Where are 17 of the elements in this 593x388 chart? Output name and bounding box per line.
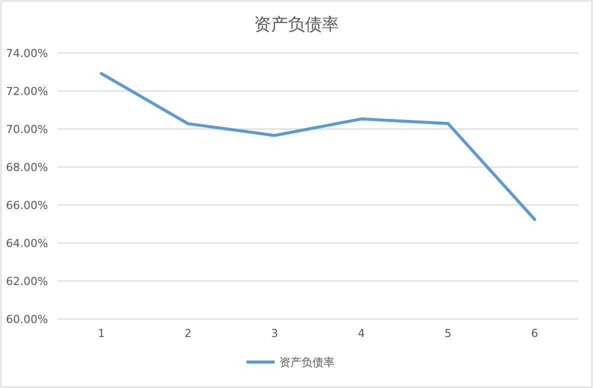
y-tick-label: 64.00% [6,237,48,250]
y-tick-label: 74.00% [6,47,48,60]
chart-title: 资产负债率 [254,15,339,35]
y-tick-label: 70.00% [6,123,48,136]
x-tick-label: 6 [531,327,538,340]
x-tick-label: 2 [184,327,192,340]
x-tick-label: 5 [444,327,452,340]
line-series [100,72,536,221]
x-tick-label: 3 [271,327,278,340]
y-tick-label: 68.00% [6,161,48,174]
y-tick-label: 60.00% [6,313,48,326]
y-tick-label: 72.00% [6,85,48,98]
x-tick-label: 1 [98,327,105,340]
y-tick-label: 66.00% [6,199,48,212]
legend-label: 资产负债率 [280,356,334,369]
x-tick-label: 4 [358,327,365,340]
y-tick-label: 62.00% [6,275,48,288]
